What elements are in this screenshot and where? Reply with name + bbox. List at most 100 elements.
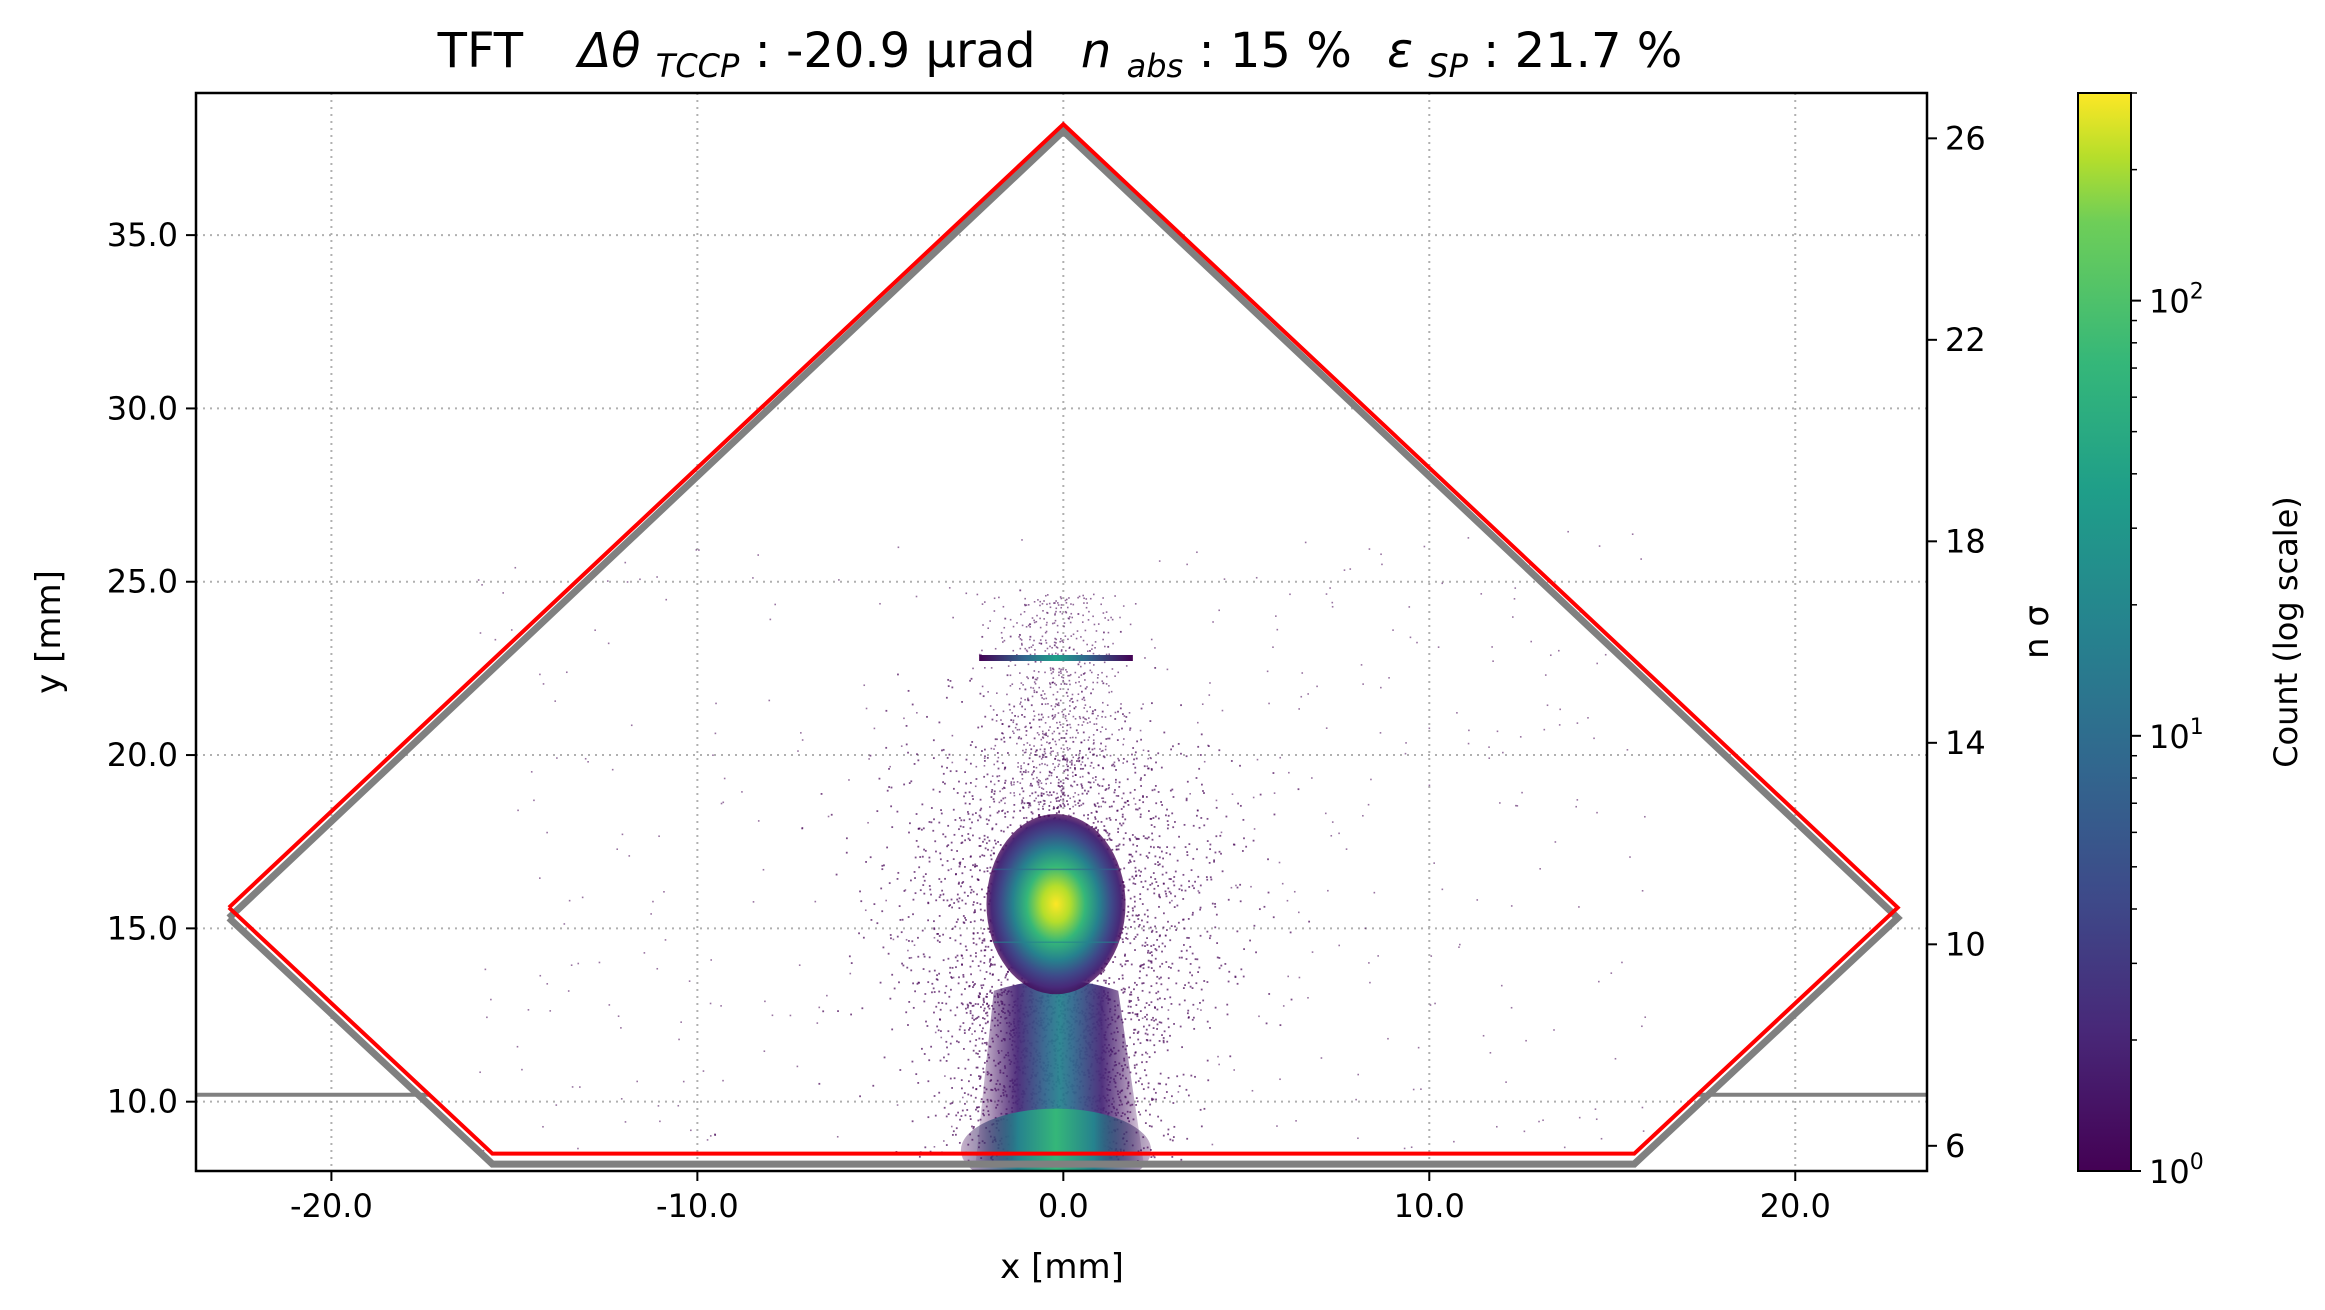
halo-hit xyxy=(1161,962,1164,965)
plume-hit xyxy=(1034,751,1037,753)
halo-hit xyxy=(1154,855,1157,858)
halo-hit xyxy=(1087,748,1090,751)
halo-hit xyxy=(964,791,967,794)
halo-hit xyxy=(1001,732,1003,735)
halo-hit xyxy=(1021,799,1024,802)
tail-hit xyxy=(978,1056,981,1058)
halo-hit xyxy=(1139,970,1141,973)
halo-hit xyxy=(1105,979,1107,982)
plume-hit xyxy=(1020,802,1023,805)
halo-hit xyxy=(1022,790,1025,793)
tail-hit xyxy=(1167,1133,1169,1136)
scatter-hit xyxy=(903,717,905,720)
halo-hit xyxy=(881,910,884,913)
halo-hit xyxy=(1142,1025,1145,1028)
plume-hit xyxy=(1104,645,1106,648)
halo-hit xyxy=(1123,884,1126,887)
plume-hit xyxy=(1033,715,1036,717)
halo-hit xyxy=(820,793,823,795)
plume-hit xyxy=(1041,730,1044,733)
scatter-hit xyxy=(1513,598,1516,600)
plume-hit xyxy=(1053,641,1056,644)
tail-hit xyxy=(982,1071,985,1074)
halo-hit xyxy=(1021,705,1024,708)
scatter-hit xyxy=(1593,737,1595,740)
halo-hit xyxy=(946,1046,948,1049)
halo-hit xyxy=(1077,663,1080,666)
plume-hit xyxy=(1081,757,1084,760)
scatter-hit xyxy=(1458,946,1460,948)
tail-hit xyxy=(983,1061,986,1064)
tail-hit xyxy=(1137,996,1139,999)
tail-hit xyxy=(1186,1137,1189,1140)
plume-hit xyxy=(1012,721,1015,724)
plume-hit xyxy=(1027,697,1029,700)
scatter-hit xyxy=(818,1006,821,1009)
scatter-hit xyxy=(764,1000,766,1003)
plume-hit xyxy=(1045,782,1048,785)
tail-hit xyxy=(986,1011,989,1014)
halo-hit xyxy=(822,1010,825,1013)
halo-hit xyxy=(1121,727,1123,730)
halo-hit xyxy=(1052,807,1055,810)
scatter-hit xyxy=(904,889,907,891)
scatter-hit xyxy=(712,754,714,757)
halo-hit xyxy=(1095,827,1097,830)
plume-hit xyxy=(1023,751,1026,754)
scatter-hit xyxy=(1598,980,1600,983)
halo-hit xyxy=(1063,682,1066,685)
scatter-hit xyxy=(554,700,557,702)
plume-hit xyxy=(1101,715,1103,718)
plume-hit xyxy=(1050,782,1052,784)
plume-hit xyxy=(1066,606,1069,609)
scatter-hit xyxy=(587,761,589,763)
plume-hit xyxy=(1111,618,1114,621)
plume-hit xyxy=(1049,752,1052,755)
halo-hit xyxy=(1000,983,1003,986)
halo-hit xyxy=(1200,817,1203,819)
halo-hit xyxy=(974,1003,977,1005)
plume-hit xyxy=(1063,804,1065,806)
halo-hit xyxy=(965,782,968,785)
halo-hit xyxy=(1179,1025,1182,1028)
plume-hit xyxy=(1060,668,1062,671)
tail-hit xyxy=(1132,1032,1135,1034)
plume-hit xyxy=(1097,674,1099,676)
plume-hit xyxy=(1033,639,1035,642)
plume-hit xyxy=(1018,687,1021,690)
halo-hit xyxy=(1030,704,1033,707)
halo-hit xyxy=(1162,882,1165,885)
halo-hit xyxy=(986,993,988,995)
halo-hit xyxy=(1101,785,1104,788)
scatter-hit xyxy=(1538,1120,1540,1123)
halo-hit xyxy=(1094,709,1097,711)
plume-hit xyxy=(1039,748,1042,751)
scatter-hit xyxy=(1282,1005,1285,1007)
plume-hit xyxy=(1063,625,1065,628)
halo-hit xyxy=(1062,802,1065,805)
halo-hit xyxy=(1218,957,1221,959)
scatter-hit xyxy=(663,890,665,893)
tail-hit xyxy=(1135,1104,1138,1106)
halo-hit xyxy=(992,798,995,800)
plume-hit xyxy=(1092,743,1095,745)
halo-hit xyxy=(970,677,973,680)
plume-hit xyxy=(1088,610,1090,613)
halo-hit xyxy=(1142,967,1145,970)
scatter-hit xyxy=(579,1086,581,1088)
halo-hit xyxy=(818,1082,821,1085)
plume-hit xyxy=(1087,619,1090,621)
halo-hit xyxy=(1197,971,1200,973)
plume-hit xyxy=(1040,744,1043,747)
scatter-hit xyxy=(848,779,850,781)
halo-hit xyxy=(1112,961,1114,963)
plume-hit xyxy=(1078,752,1081,755)
halo-hit xyxy=(1173,846,1176,849)
halo-hit xyxy=(977,1052,979,1055)
halo-hit xyxy=(964,865,966,868)
scatter-hit xyxy=(616,848,619,851)
halo-hit xyxy=(1152,1027,1155,1030)
plume-hit xyxy=(1058,738,1061,741)
halo-hit xyxy=(1124,988,1126,991)
halo-hit xyxy=(1242,818,1245,821)
